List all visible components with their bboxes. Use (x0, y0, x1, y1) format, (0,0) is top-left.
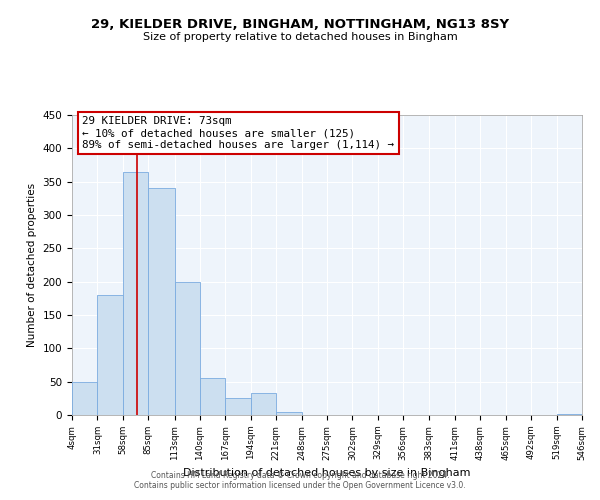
Text: 29 KIELDER DRIVE: 73sqm
← 10% of detached houses are smaller (125)
89% of semi-d: 29 KIELDER DRIVE: 73sqm ← 10% of detache… (82, 116, 394, 150)
Bar (175, 282, 200, 415)
Text: Size of property relative to detached houses in Bingham: Size of property relative to detached ho… (143, 32, 457, 42)
X-axis label: Distribution of detached houses by size in Bingham: Distribution of detached houses by size … (183, 468, 471, 478)
Bar (148, 188, 175, 415)
Bar (72, 382, 97, 415)
Y-axis label: Number of detached properties: Number of detached properties (27, 183, 37, 347)
Bar (97, 295, 123, 415)
Bar (557, 414, 582, 415)
Bar (251, 393, 276, 415)
Bar (200, 378, 226, 415)
Text: Contains HM Land Registry data © Crown copyright and database right 2024.
Contai: Contains HM Land Registry data © Crown c… (134, 470, 466, 490)
Bar (123, 172, 148, 415)
Bar (226, 398, 251, 415)
Text: 29, KIELDER DRIVE, BINGHAM, NOTTINGHAM, NG13 8SY: 29, KIELDER DRIVE, BINGHAM, NOTTINGHAM, … (91, 18, 509, 30)
Bar (276, 412, 302, 415)
